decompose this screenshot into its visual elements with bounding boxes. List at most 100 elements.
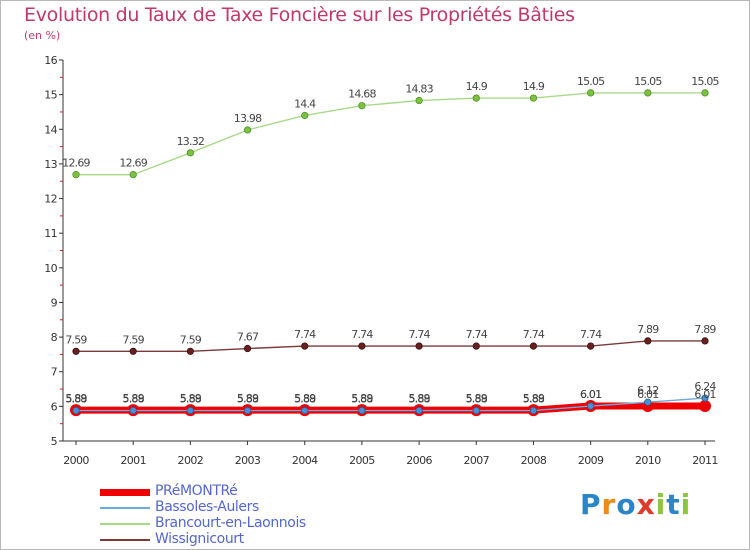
x-tick-label: 2008 bbox=[521, 454, 547, 467]
data-label-bassoles-aulers: 6.01 bbox=[580, 388, 601, 401]
data-label-brancourt-en-laonnois: 14.68 bbox=[348, 88, 376, 101]
data-label-wissignicourt: 7.74 bbox=[466, 328, 488, 341]
data-label-wissignicourt: 7.74 bbox=[523, 328, 545, 341]
logo-letter: t bbox=[666, 488, 681, 521]
x-tick-label: 2002 bbox=[178, 454, 204, 467]
data-point-brancourt-en-laonnois bbox=[701, 89, 709, 97]
data-point-wissignicourt bbox=[472, 342, 480, 350]
data-label-premontre: 6.01 bbox=[694, 388, 715, 401]
data-point-bassoles-aulers bbox=[644, 398, 652, 406]
data-label-premontre: 5.89 bbox=[180, 392, 202, 405]
y-tick-label: 10 bbox=[44, 262, 57, 275]
data-point-bassoles-aulers bbox=[472, 406, 480, 415]
data-label-brancourt-en-laonnois: 15.05 bbox=[691, 75, 719, 88]
y-tick-label: 8 bbox=[51, 331, 58, 344]
data-label-premontre: 5.89 bbox=[294, 392, 316, 405]
series-line-brancourt-en-laonnois bbox=[75, 92, 706, 176]
data-label-wissignicourt: 7.74 bbox=[580, 328, 602, 341]
data-point-wissignicourt bbox=[301, 342, 309, 350]
data-label-wissignicourt: 7.74 bbox=[351, 328, 373, 341]
data-label-brancourt-en-laonnois: 14.9 bbox=[466, 80, 488, 93]
data-point-bassoles-aulers bbox=[129, 406, 137, 415]
data-point-bassoles-aulers bbox=[701, 394, 709, 402]
y-tick-label: 7 bbox=[51, 366, 58, 379]
data-point-wissignicourt bbox=[415, 342, 423, 350]
data-label-bassoles-aulers: 6.12 bbox=[637, 384, 658, 397]
legend-item-wissignicourt: Wissignicourt bbox=[100, 531, 400, 548]
series-line-bassoles-aulers bbox=[75, 397, 706, 412]
data-label-brancourt-en-laonnois: 13.98 bbox=[234, 112, 262, 125]
data-point-wissignicourt bbox=[587, 342, 595, 350]
data-point-bassoles-aulers bbox=[415, 406, 423, 415]
data-point-brancourt-en-laonnois bbox=[472, 94, 480, 102]
data-label-brancourt-en-laonnois: 12.69 bbox=[119, 157, 147, 170]
legend-swatch-bassoles-aulers bbox=[100, 507, 150, 509]
series-layer bbox=[70, 89, 711, 417]
chart-axes: 5 6 7 8 9 10 11 12 13 14 15 16 2000 2001 2002 2003 2004 2… bbox=[44, 54, 718, 467]
logo-letter: o bbox=[616, 488, 637, 521]
data-label-brancourt-en-laonnois: 15.05 bbox=[634, 75, 662, 88]
x-tick-label: 2003 bbox=[235, 454, 261, 467]
data-point-bassoles-aulers bbox=[587, 402, 595, 410]
y-tick-label: 12 bbox=[44, 193, 57, 206]
legend-label-wissignicourt: Wissignicourt bbox=[155, 531, 244, 547]
legend-label-bassoles-aulers: Bassoles-Aulers bbox=[155, 499, 259, 515]
data-label-premontre: 5.89 bbox=[523, 392, 545, 405]
series-wissignicourt bbox=[72, 337, 709, 355]
data-label-wissignicourt: 7.89 bbox=[637, 323, 659, 336]
data-label-wissignicourt: 7.89 bbox=[694, 323, 716, 336]
legend-item-bassoles-aulers: Bassoles-Aulers bbox=[100, 499, 400, 516]
data-point-wissignicourt bbox=[701, 337, 709, 345]
legend-item-brancourt-en-laonnois: Brancourt-en-Laonnois bbox=[100, 515, 400, 532]
data-label-premontre: 5.89 bbox=[351, 392, 373, 405]
data-label-premontre: 5.89 bbox=[466, 392, 488, 405]
logo-letter: P bbox=[580, 488, 602, 521]
data-label-premontre: 5.89 bbox=[123, 392, 145, 405]
data-point-brancourt-en-laonnois bbox=[529, 94, 538, 102]
data-point-premontre bbox=[699, 400, 711, 413]
data-point-bassoles-aulers bbox=[358, 406, 366, 415]
series-premontre bbox=[70, 400, 711, 417]
legend-swatch-brancourt-en-laonnois bbox=[100, 523, 150, 525]
data-label-premontre: 5.89 bbox=[65, 392, 87, 405]
data-point-wissignicourt bbox=[644, 337, 652, 345]
data-label-wissignicourt: 7.74 bbox=[294, 328, 316, 341]
data-label-wissignicourt: 7.59 bbox=[180, 333, 202, 346]
data-label-bassoles-aulers: 5.88 bbox=[351, 393, 373, 406]
data-label-wissignicourt: 7.59 bbox=[123, 333, 145, 346]
x-tick-label: 2010 bbox=[635, 454, 661, 467]
data-label-bassoles-aulers: 5.88 bbox=[65, 393, 87, 406]
data-label-bassoles-aulers: 5.88 bbox=[180, 393, 202, 406]
legend-swatch-premontre bbox=[100, 488, 150, 496]
logo-letter: i bbox=[655, 488, 667, 521]
data-point-wissignicourt bbox=[72, 347, 80, 355]
y-tick-label: 14 bbox=[44, 123, 57, 136]
data-point-brancourt-en-laonnois bbox=[358, 102, 366, 110]
legend-item-premontre: PRéMONTRé bbox=[100, 483, 400, 500]
data-point-brancourt-en-laonnois bbox=[587, 89, 595, 97]
data-point-brancourt-en-laonnois bbox=[129, 171, 137, 179]
x-tick-label: 2006 bbox=[406, 454, 432, 467]
data-point-brancourt-en-laonnois bbox=[186, 149, 194, 157]
data-label-bassoles-aulers: 5.88 bbox=[294, 393, 316, 406]
data-point-bassoles-aulers bbox=[529, 406, 538, 415]
legend-swatch-wissignicourt bbox=[100, 539, 150, 541]
data-label-brancourt-en-laonnois: 14.9 bbox=[523, 80, 545, 93]
data-label-bassoles-aulers: 5.88 bbox=[123, 393, 145, 406]
data-label-bassoles-aulers: 5.88 bbox=[408, 393, 430, 406]
data-point-brancourt-en-laonnois bbox=[644, 89, 652, 97]
x-tick-label: 2009 bbox=[578, 454, 604, 467]
data-label-premontre: 5.89 bbox=[237, 392, 259, 405]
logo-letter: x bbox=[636, 488, 656, 521]
y-tick-label: 5 bbox=[51, 435, 58, 448]
data-point-bassoles-aulers bbox=[186, 406, 194, 415]
data-label-brancourt-en-laonnois: 12.69 bbox=[62, 157, 90, 170]
data-label-brancourt-en-laonnois: 14.4 bbox=[294, 97, 316, 110]
data-point-wissignicourt bbox=[529, 342, 538, 350]
data-label-bassoles-aulers: 6.24 bbox=[694, 380, 716, 393]
data-label-brancourt-en-laonnois: 13.32 bbox=[177, 135, 205, 148]
y-tick-label: 16 bbox=[44, 54, 57, 67]
data-label-wissignicourt: 7.59 bbox=[65, 333, 87, 346]
chart-title: Evolution du Taux de Taxe Foncière sur l… bbox=[24, 4, 575, 26]
data-label-bassoles-aulers: 5.88 bbox=[237, 393, 259, 406]
